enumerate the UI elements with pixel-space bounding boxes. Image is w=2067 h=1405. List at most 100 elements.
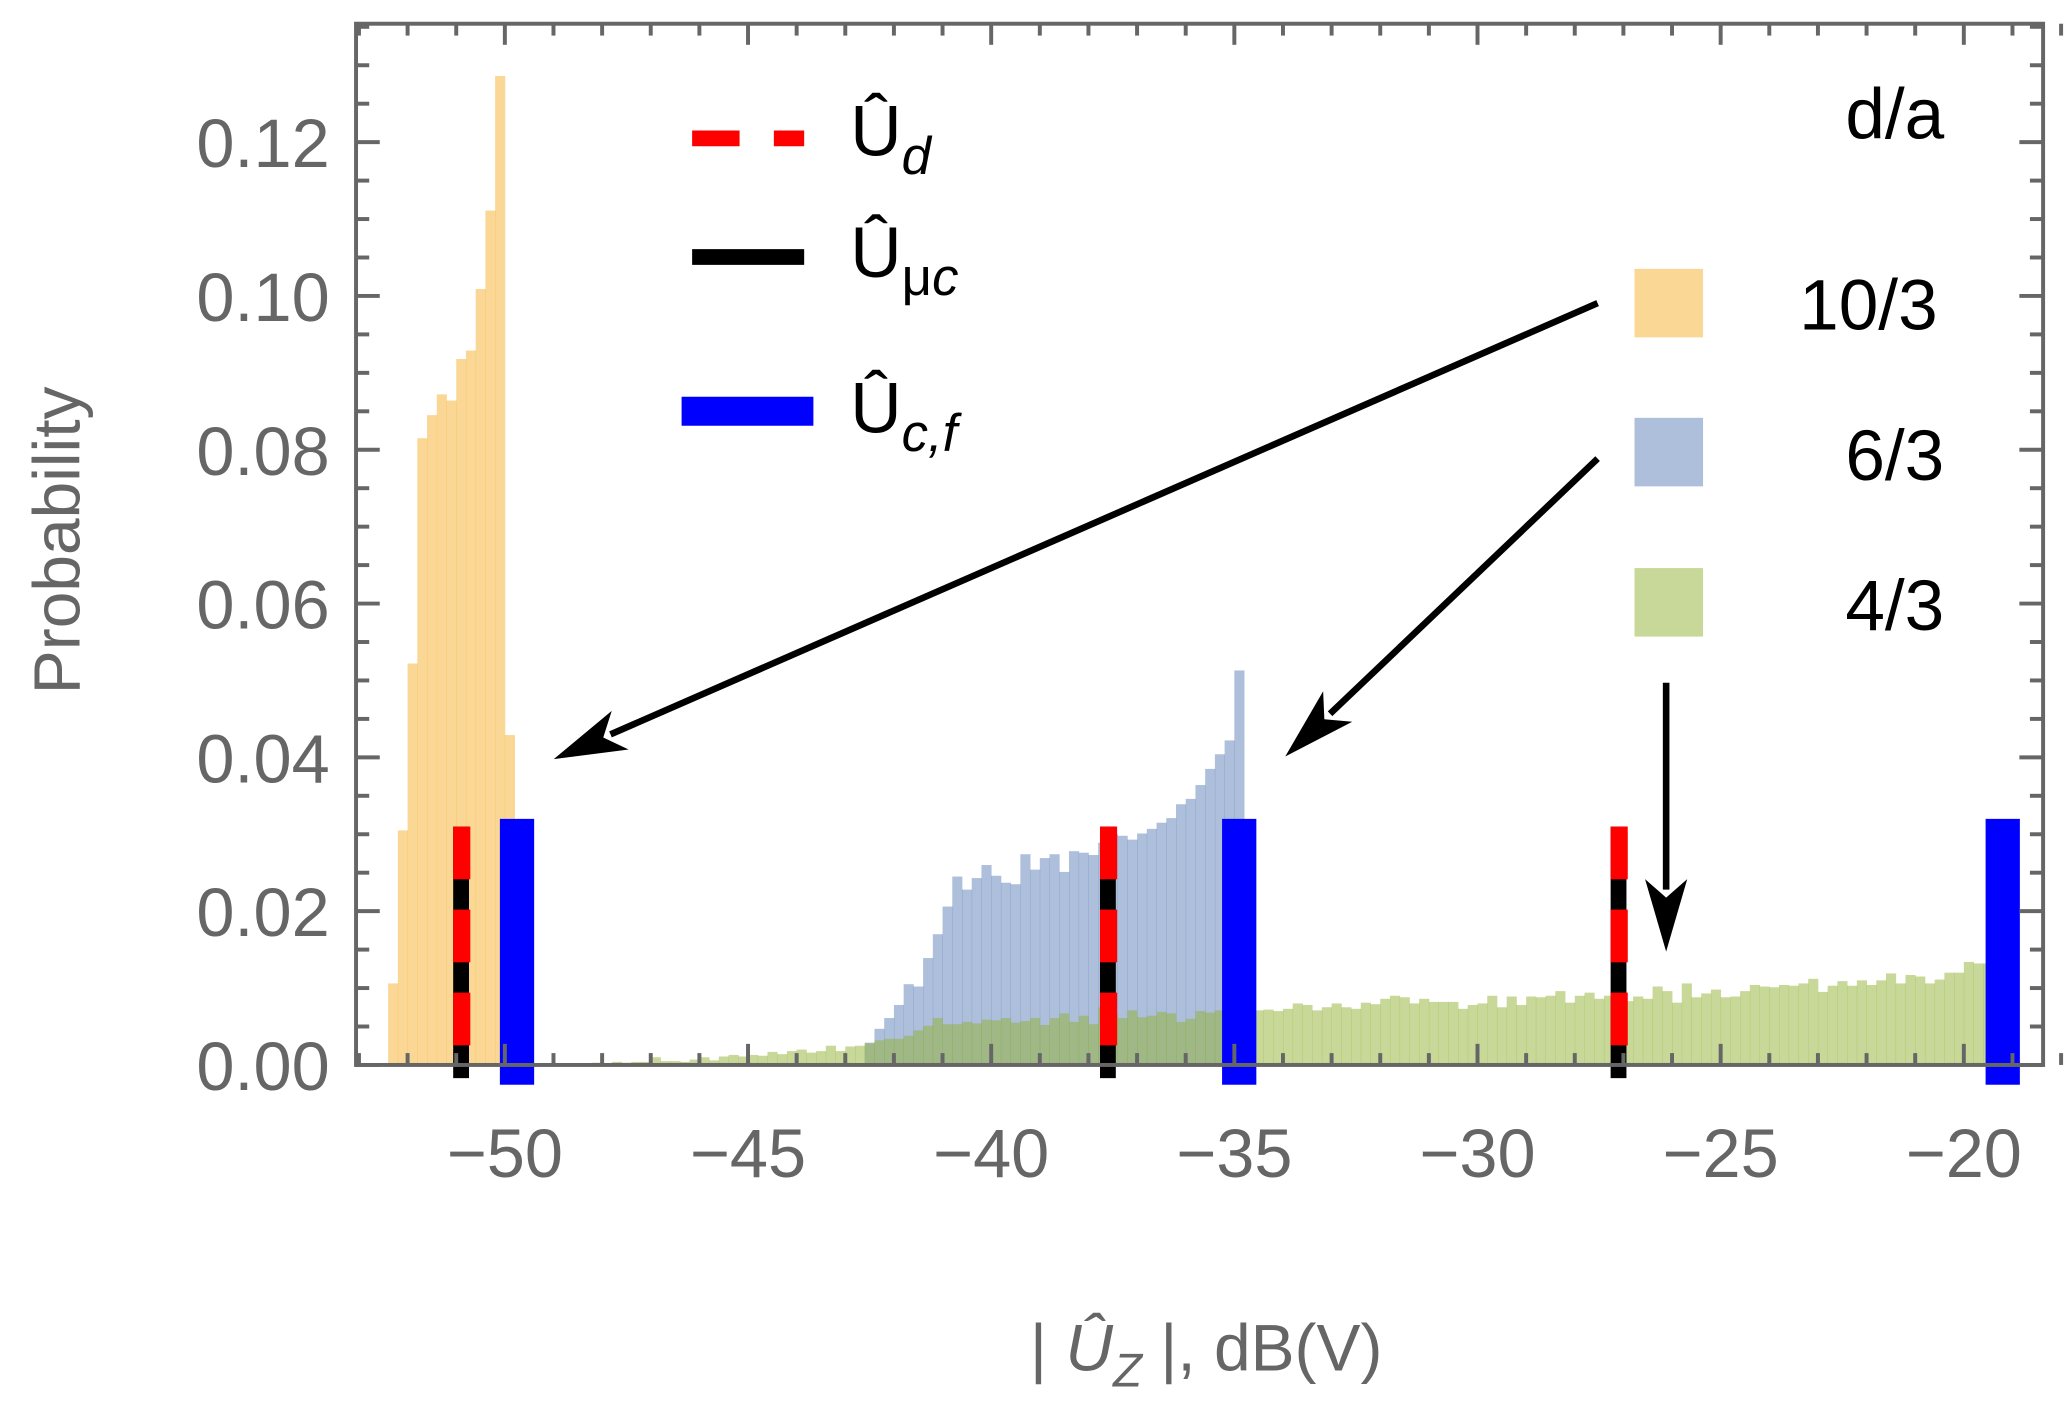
histogram-bar xyxy=(786,1051,798,1065)
histogram-bar xyxy=(1565,1002,1576,1065)
histogram-bar xyxy=(971,1023,982,1065)
legend-symbol-ucf: Û xyxy=(850,369,901,448)
histogram-bar xyxy=(1574,995,1585,1065)
arrow xyxy=(1645,682,1688,952)
histogram-bar xyxy=(1351,1008,1362,1065)
histogram-bar xyxy=(1049,1018,1060,1065)
histogram-bar xyxy=(1166,1013,1177,1065)
histogram-bar xyxy=(1944,972,1955,1065)
histogram-bar xyxy=(699,1057,710,1065)
marker-ud-dash xyxy=(453,909,471,963)
histogram-bar xyxy=(1312,1010,1323,1065)
histogram-bar xyxy=(427,415,438,1065)
legend-symbol-umuc: Û xyxy=(850,214,901,293)
histogram-bar xyxy=(1419,998,1430,1065)
histogram-bar xyxy=(757,1055,768,1065)
histogram-bar xyxy=(388,983,399,1065)
svg-text:Ûμc: Ûμc xyxy=(850,214,958,307)
histogram-bar xyxy=(884,1038,895,1065)
y-tick-label: 0.00 xyxy=(196,1028,329,1105)
histogram-bar xyxy=(981,865,992,1065)
legend-sub-ucf: c,f xyxy=(902,404,963,463)
histogram-bar xyxy=(1905,974,1916,1065)
legend-item-ucf: Ûc,f xyxy=(681,369,963,463)
histogram-bar xyxy=(1146,1015,1157,1065)
legend-label-4-3: 4/3 xyxy=(1845,567,1944,646)
legend-sub-umuc: c xyxy=(932,248,958,307)
histogram-bar xyxy=(1282,1008,1294,1065)
histogram-bar xyxy=(1866,984,1877,1065)
histogram-bar xyxy=(1039,1024,1050,1065)
histogram-bar xyxy=(1370,1004,1381,1065)
histogram-bar xyxy=(1185,1018,1196,1065)
annotation-arrows xyxy=(553,300,1688,952)
histogram-bar xyxy=(1010,884,1021,1065)
series-4-3 xyxy=(592,961,1994,1065)
histogram-bar xyxy=(1214,1010,1226,1065)
histogram-bar xyxy=(864,1043,875,1065)
histogram-bar xyxy=(1584,992,1595,1065)
histogram-bar xyxy=(1428,1001,1439,1065)
histogram-bar xyxy=(942,1024,953,1065)
legend-label-6-3: 6/3 xyxy=(1845,417,1944,496)
marker-ud-dash xyxy=(1099,992,1118,1046)
histogram-bar xyxy=(1642,998,1653,1065)
histogram-bar xyxy=(718,1056,729,1065)
histogram-bar xyxy=(903,1035,914,1065)
histogram-bar xyxy=(1127,839,1138,1065)
plot-frame xyxy=(354,21,2064,1067)
histogram-bar xyxy=(1603,995,1615,1065)
arrow-shaft xyxy=(609,300,1599,738)
histogram-bar xyxy=(1185,798,1196,1065)
histogram-bar xyxy=(1691,997,1702,1065)
series-10-3 xyxy=(388,76,515,1065)
histogram-bar xyxy=(1672,1002,1683,1065)
histogram-bar xyxy=(1389,995,1401,1065)
histogram-bar xyxy=(1195,785,1206,1065)
histogram-bar xyxy=(1380,998,1391,1065)
histogram-bar xyxy=(728,1054,739,1065)
legend-item-umuc: Ûμc xyxy=(692,214,958,307)
histogram-bar xyxy=(777,1054,788,1065)
histogram-bar xyxy=(1895,983,1906,1065)
histogram-bar xyxy=(1292,1003,1303,1065)
histogram-bar xyxy=(991,1020,1002,1065)
histogram-bar xyxy=(962,889,973,1065)
histogram-bar xyxy=(913,1030,924,1065)
histogram-bar xyxy=(1175,804,1187,1065)
histogram-bar xyxy=(485,210,496,1065)
x-tick-label: −45 xyxy=(690,1115,806,1192)
x-axis-title-sub: Z xyxy=(1112,1345,1144,1398)
histogram-bar xyxy=(1827,985,1838,1065)
x-tick-label: −40 xyxy=(933,1115,1049,1192)
histogram-bar xyxy=(1127,1010,1138,1065)
histogram-bar xyxy=(1214,754,1226,1065)
histogram-bar xyxy=(1749,984,1760,1065)
histogram-bar xyxy=(475,289,486,1065)
histogram-bar xyxy=(1496,1007,1508,1065)
histogram-bar xyxy=(446,400,457,1065)
histogram-bar xyxy=(417,438,428,1065)
histogram-bar xyxy=(1175,1021,1187,1065)
histogram-bar xyxy=(436,394,447,1065)
histogram-bar xyxy=(1886,973,1897,1065)
histogram-bar xyxy=(1526,996,1537,1065)
histogram-bar xyxy=(1817,991,1829,1065)
histogram-bar xyxy=(1759,986,1770,1065)
histogram-bar xyxy=(456,359,467,1065)
histogram-bar xyxy=(767,1051,778,1065)
marker-ud-dash xyxy=(1099,909,1118,963)
histogram-bar xyxy=(1924,983,1936,1065)
histogram-bar xyxy=(1779,984,1790,1065)
x-tick-label: −35 xyxy=(1176,1115,1292,1192)
x-axis-title-prefix: | xyxy=(1030,1311,1065,1385)
histogram-bar xyxy=(1535,997,1546,1065)
histogram-bar xyxy=(1467,1004,1478,1065)
histogram-bar xyxy=(806,1052,817,1065)
histogram-bar xyxy=(1915,976,1926,1065)
histogram-bar xyxy=(1856,980,1867,1065)
marker-ud-dash xyxy=(1610,826,1628,880)
marker-ud-dash xyxy=(1610,909,1628,963)
histogram-bar xyxy=(893,1004,905,1065)
